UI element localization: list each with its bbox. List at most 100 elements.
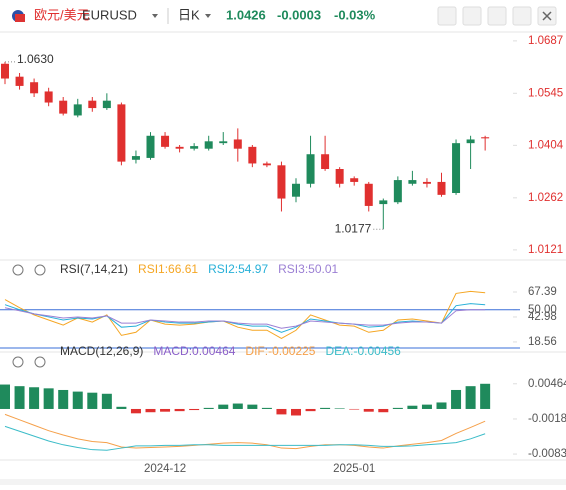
candle-body: [190, 146, 199, 149]
candle-body: [131, 156, 140, 160]
price: 1.0426: [226, 7, 266, 22]
macd-bar: [436, 402, 447, 409]
candle-body: [335, 169, 344, 184]
candle-body: [88, 100, 97, 109]
macd-bar: [116, 406, 127, 409]
candle-body: [393, 180, 402, 203]
macd-bar: [189, 408, 200, 411]
macd-bar: [320, 407, 331, 409]
candle-body: [161, 135, 170, 147]
eye-icon[interactable]: [12, 356, 24, 368]
macd-bar: [451, 389, 462, 409]
legend-entry: RSI3:50.01: [278, 262, 338, 276]
legend-entry: RSI2:54.97: [208, 262, 268, 276]
settings-icon[interactable]: [34, 356, 46, 368]
close-icon: [542, 11, 552, 21]
macd-bar: [247, 404, 258, 409]
flag-icon-part: [15, 14, 25, 22]
y-tick-label: 1.0121: [528, 244, 563, 256]
scroll-bar[interactable]: [0, 479, 566, 485]
macd-bar: [218, 404, 229, 409]
macd-bar: [232, 403, 243, 409]
macd-bar: [465, 386, 476, 409]
settings-icon[interactable]: [34, 264, 46, 276]
candle-body: [306, 154, 315, 184]
legend-entry: RSI1:66.61: [138, 262, 198, 276]
candle-body: [102, 100, 111, 109]
macd-bar: [392, 407, 403, 409]
macd-bar: [203, 407, 214, 409]
macd-bar: [58, 389, 69, 409]
candle-body: [321, 154, 330, 170]
candle-body: [350, 178, 359, 182]
macd-bar: [145, 408, 156, 413]
candle-body: [422, 181, 431, 184]
high-label: 1.0630: [17, 52, 54, 66]
candle-body: [219, 141, 228, 144]
candle-body: [379, 200, 388, 205]
macd-bar: [421, 404, 432, 409]
indicator-title: MACD(12,26,9): [60, 344, 143, 358]
macd-bar: [43, 388, 54, 409]
symbol[interactable]: EURUSD: [82, 7, 137, 22]
y-tick-label: 1.0545: [528, 87, 563, 99]
dropdown-arrow[interactable]: [205, 14, 211, 18]
candle-body: [73, 104, 82, 116]
change-pct: -0.03%: [334, 7, 376, 22]
eye-icon[interactable]: [12, 264, 24, 276]
macd-bar: [334, 408, 345, 409]
candle-body: [466, 139, 475, 144]
macd-bar: [101, 393, 112, 409]
low-label: 1.0177: [335, 221, 372, 235]
candle-body: [364, 183, 373, 206]
candle-body: [437, 181, 446, 195]
candle-body: [15, 76, 24, 86]
indicator-title: RSI(7,14,21): [60, 262, 128, 276]
y-tick-label: -0.00184: [528, 413, 566, 425]
macd-bar: [378, 408, 389, 413]
macd-bar: [407, 405, 418, 409]
macd-bar: [174, 408, 185, 412]
macd-bar: [130, 408, 141, 414]
tool-button[interactable]: [437, 6, 457, 26]
y-tick-label: 1.0687: [528, 35, 563, 47]
candle-body: [292, 183, 300, 197]
dropdown-arrow[interactable]: [152, 14, 158, 18]
macd-bar: [160, 408, 171, 412]
candle-body: [146, 135, 155, 158]
macd-bar: [480, 383, 491, 409]
candle-body: [481, 137, 490, 139]
y-tick-label: 50.00: [528, 304, 557, 316]
y-tick-label: 67.39: [528, 286, 557, 298]
y-tick-label: 1.0404: [528, 139, 564, 151]
candle-body: [233, 139, 242, 149]
y-tick-label: 42.98: [528, 311, 557, 323]
pair-name[interactable]: 欧元/美元: [34, 7, 90, 22]
y-tick-label: -0.00831: [528, 448, 566, 460]
candle-body: [30, 82, 39, 94]
macd-bar: [276, 408, 287, 415]
tool-button[interactable]: [512, 6, 532, 26]
candle-body: [117, 104, 126, 162]
macd-bar: [291, 408, 301, 416]
y-tick-label: 18.56: [528, 336, 557, 348]
legend-entry: DEA:-0.00456: [325, 344, 401, 358]
candle-body: [175, 146, 184, 149]
legend-entry: DIF:-0.00225: [245, 344, 315, 358]
x-tick-label: 2025-01: [333, 463, 375, 475]
indicator-line: [4, 413, 486, 450]
tool-button[interactable]: [487, 6, 507, 26]
macd-bar: [87, 392, 98, 409]
indicator-line: [4, 303, 486, 333]
candle-body: [204, 141, 213, 149]
tool-button[interactable]: [462, 6, 482, 26]
macd-bar: [349, 408, 360, 410]
indicator-line: [4, 307, 486, 329]
macd-bar: [29, 387, 40, 409]
candle-body: [277, 165, 286, 199]
change: -0.0003: [277, 7, 321, 22]
macd-bar: [363, 408, 374, 412]
period[interactable]: 日K: [178, 7, 200, 22]
candle-body: [1, 63, 9, 79]
